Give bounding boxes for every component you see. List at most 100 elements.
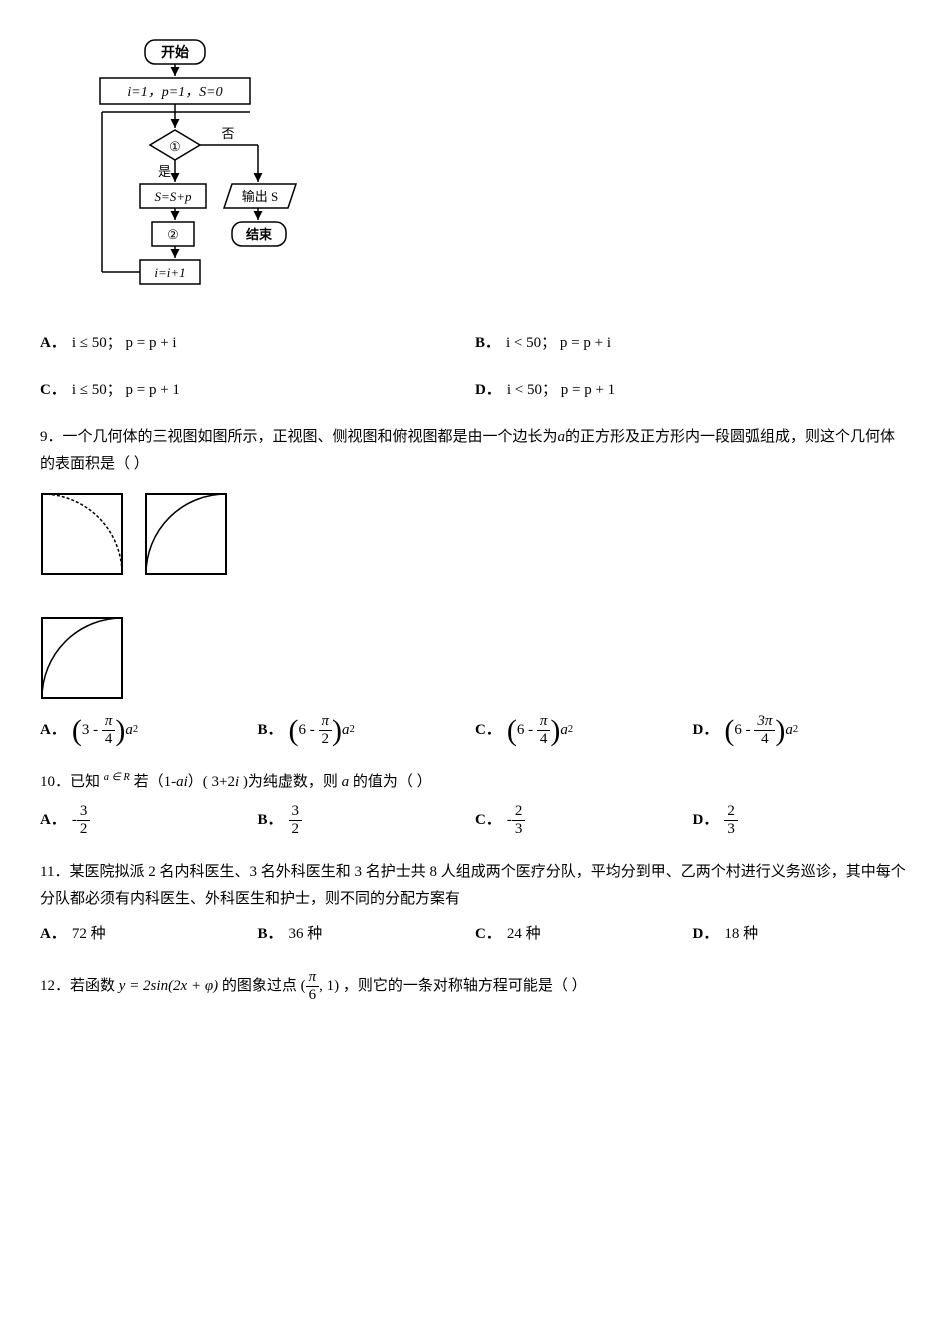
q9-opt-d: D． ( 6 - 3π4 ) a2 [693,714,911,747]
q9-d-pow: 2 [793,721,798,740]
q10-d-num: 2 [724,804,738,821]
q10-b-den: 2 [289,821,303,837]
q11-c: 24 种 [507,921,541,948]
q12-t2: 的图象过点 [218,978,297,994]
label-d3: D． [693,807,719,834]
q10-b-num: 3 [289,804,303,821]
q10-t2: 若（1- [134,774,177,790]
q9-view2 [144,492,228,576]
flow-step2: ② [167,227,179,242]
flow-cond: ① [169,139,181,154]
label-d4: D． [693,921,719,948]
q9-c-pow: 2 [568,721,573,740]
q8-c-cond: i ≤ 50 [72,377,107,404]
flow-start: 开始 [161,44,189,61]
q9-text1: 一个几何体的三视图如图所示，正视图、侧视图和俯视图都是由一个边长为 [63,429,558,445]
q8-b-sep: ； [541,330,556,357]
flow-out: 输出 S [242,189,278,204]
q10-opt-b: B． 32 [258,804,476,837]
q12-num: 12． [40,978,70,994]
q9-b-num: π [319,714,333,731]
flow-sum: S=S+p [154,189,192,204]
q8-d-cond: i < 50 [507,377,542,404]
q10-opt-c: C． - 23 [475,804,693,837]
q9-var: a [558,429,566,445]
q9-opt-b: B． ( 6 - π2 ) a2 [258,714,476,747]
label-b3: B． [258,807,283,834]
q9-c-coef: 6 [517,717,525,744]
label-d: D． [475,377,501,404]
q9-a-num: π [102,714,116,731]
q10-t3: ）( 3+2 [188,774,235,790]
q8-a-cond: i ≤ 50 [72,330,107,357]
q12-t1: 若函数 [70,978,119,994]
q10-c-den: 3 [512,821,526,837]
q12-t3: ，则它的一条对称轴方程可能是（ ） [343,978,587,994]
q11-opt-c: C．24 种 [475,921,693,948]
q10-d-den: 3 [724,821,738,837]
label-b2: B． [258,717,283,744]
q11-b: 36 种 [289,921,323,948]
q11-num: 11． [40,864,69,880]
q10-t5: 的值为（ ） [349,774,432,790]
q10-t4: )为纯虚数，则 [239,774,342,790]
q9-d-den: 4 [754,731,775,747]
q11-text: 某医院拟派 2 名内科医生、3 名外科医生和 3 名护士共 8 人组成两个医疗分… [40,864,906,907]
label-a4: A． [40,921,66,948]
q8-d-sep: ； [542,377,557,404]
q10-opt-a: A． - 32 [40,804,258,837]
q10-opt-d: D． 23 [693,804,911,837]
q8-c-sep: ； [107,377,122,404]
q9-a-coef: 3 [82,717,90,744]
q9-a-pow: 2 [133,721,138,740]
q11-options: A．72 种 B．36 种 C．24 种 D．18 种 [40,921,910,948]
q10-a-den: 2 [77,821,91,837]
label-b: B． [475,330,500,357]
flowchart: 开始 i=1，p=1，S=0 ① 否 是 S=S+p 输出 S 结束 ② i=i… [40,30,910,310]
q10-a-num: 3 [77,804,91,821]
q8-c-step: p = p + 1 [126,377,180,404]
q8-b-cond: i < 50 [506,330,541,357]
q10-cond: a ∈ R [104,772,130,783]
flow-inc: i=i+1 [154,265,185,280]
q9-view1 [40,492,124,576]
q8-b-step: p = p + i [560,330,611,357]
q9-a-var: a [125,717,133,744]
q9-opt-a: A． ( 3 - π4 ) a2 [40,714,258,747]
q9-view3 [40,616,124,700]
q10-num: 10． [40,774,70,790]
q9-b-var: a [342,717,350,744]
label-c2: C． [475,717,501,744]
q8-options-row1: A． i ≤ 50 ； p = p + i B． i < 50 ； p = p … [40,330,910,357]
q8-d-step: p = p + 1 [561,377,615,404]
q9: 9．一个几何体的三视图如图所示，正视图、侧视图和俯视图都是由一个边长为a的正方形… [40,424,910,478]
label-a3: A． [40,807,66,834]
q10-ai: ai [176,774,188,790]
q11-opt-b: B．36 种 [258,921,476,948]
q8-opt-b: B． i < 50 ； p = p + i [475,330,910,357]
label-a2: A． [40,717,66,744]
q9-a-den: 4 [102,731,116,747]
q9-opt-c: C． ( 6 - π4 ) a2 [475,714,693,747]
label-c3: C． [475,807,501,834]
q9-d-coef: 6 [734,717,742,744]
label-c: C． [40,377,66,404]
label-d2: D． [693,717,719,744]
q12-pn: π [306,970,320,987]
q8-options-row2: C． i ≤ 50 ； p = p + 1 D． i < 50 ； p = p … [40,377,910,404]
q9-b-den: 2 [319,731,333,747]
flow-end: 结束 [246,227,273,242]
q9-three-views [40,492,910,700]
flowchart-svg: 开始 i=1，p=1，S=0 ① 否 是 S=S+p 输出 S 结束 ② i=i… [40,30,320,300]
q9-b-pow: 2 [350,721,355,740]
q9-b-coef: 6 [299,717,307,744]
q11-opt-d: D．18 种 [693,921,911,948]
flow-no: 否 [221,126,234,141]
q10-c-num: 2 [512,804,526,821]
q9-d-var: a [785,717,793,744]
q9-options: A． ( 3 - π4 ) a2 B． ( 6 - π2 ) a2 C． ( 6… [40,714,910,747]
label-b4: B． [258,921,283,948]
q8-a-sep: ； [107,330,122,357]
q12-pd: 6 [306,987,320,1003]
q12-func: y = 2sin(2x + φ) [119,978,218,994]
